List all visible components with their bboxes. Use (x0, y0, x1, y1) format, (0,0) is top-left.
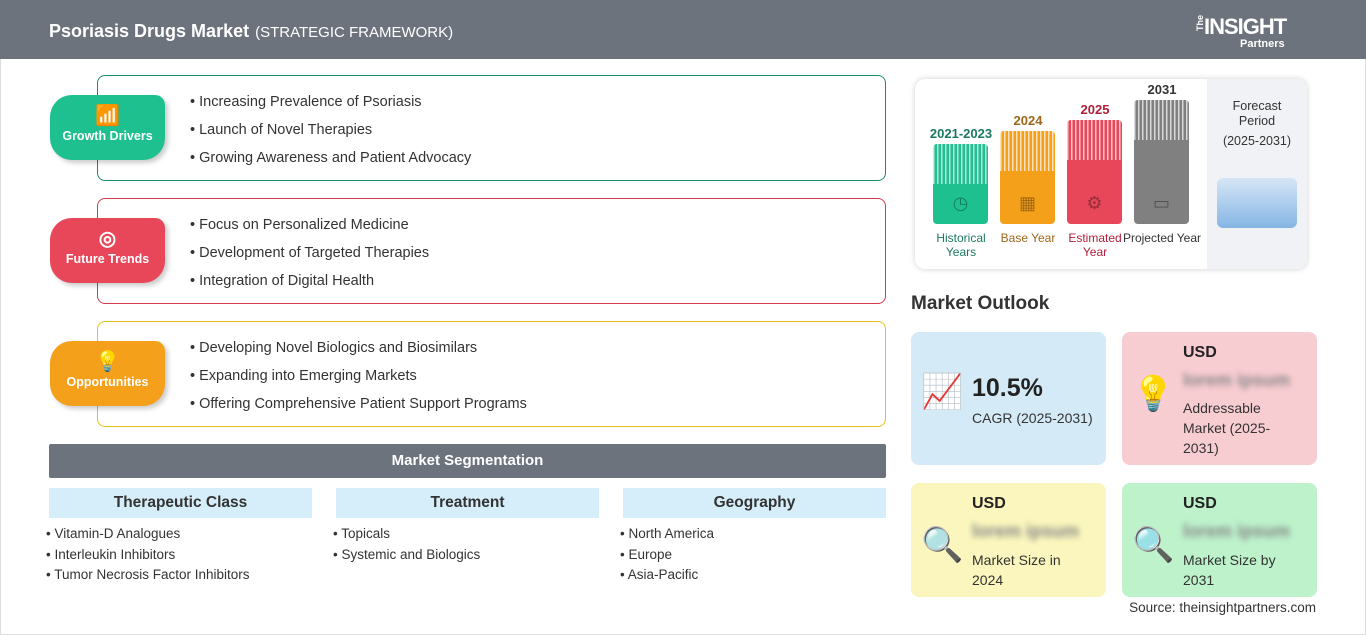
forecast-period: Forecast Period (2025-2031) (1207, 79, 1307, 269)
segment-item: Topicals (333, 526, 480, 547)
analytics-illustration-icon (1217, 178, 1297, 228)
history-clock-icon: ◷ (952, 193, 969, 213)
framework-item: Integration of Digital Health (190, 273, 429, 301)
segment-item: Interleukin Inhibitors (46, 547, 250, 568)
timeline-year: 2025 (1080, 102, 1110, 117)
segment-list: North AmericaEuropeAsia-Pacific (620, 526, 714, 588)
segment-header: Geography (623, 488, 886, 518)
timeline-year: 2021-2023 (929, 126, 993, 141)
page-subtitle: (STRATEGIC FRAMEWORK) (255, 24, 454, 41)
segment-item: Europe (620, 547, 714, 568)
segment-item: Vitamin-D Analogues (46, 526, 250, 547)
growth-chart-icon: 📶 (95, 105, 120, 127)
segmentation-title: Market Segmentation (49, 444, 886, 478)
badge-future-trends: ◎ Future Trends (50, 218, 165, 283)
timeline-bar: ▭ (1134, 100, 1189, 224)
timeline-bar: ⚙ (1067, 120, 1122, 224)
segment-item: North America (620, 526, 714, 547)
segment-list: TopicalsSystemic and Biologics (333, 526, 480, 567)
framework-box-1: Focus on Personalized MedicineDevelopmen… (97, 198, 886, 304)
magnifier-chart-icon: 🔍 (921, 526, 964, 564)
growth-chart-icon: 📈 (921, 373, 964, 411)
timeline-label: Projected Year (1122, 231, 1202, 245)
market-size-2031-card: 🔍 USD lorem ipsum Market Size by 2031 (1122, 483, 1317, 597)
addressable-market-card: 💡 USD lorem ipsum Addressable Market (20… (1122, 332, 1317, 465)
calendar-icon: ▦ (1018, 193, 1036, 213)
segment-item: Tumor Necrosis Factor Inhibitors (46, 567, 249, 588)
target-icon: ◎ (98, 228, 117, 250)
framework-item: Offering Comprehensive Patient Support P… (190, 396, 527, 424)
timeline-bar: ◷ (933, 144, 988, 224)
cagr-card: 📈 10.5% CAGR (2025-2031) (911, 332, 1106, 465)
timeline-card: Forecast Period (2025-2031) 2021-2023 ◷ … (915, 79, 1307, 269)
market-outlook-title: Market Outlook (911, 293, 1050, 314)
timeline-year: 2031 (1147, 82, 1177, 97)
framework-item: Expanding into Emerging Markets (190, 368, 527, 396)
lightbulb-dollar-icon: 💡 (1132, 375, 1175, 413)
segment-item: Systemic and Biologics (333, 547, 480, 568)
segment-list: Vitamin-D AnaloguesInterleukin Inhibitor… (46, 526, 250, 588)
timeline-year: 2024 (1013, 113, 1043, 128)
insight-partners-logo: The INSIGHT Partners (1195, 14, 1287, 50)
framework-item: Growing Awareness and Patient Advocacy (190, 150, 471, 178)
framework-box-0: Increasing Prevalence of PsoriasisLaunch… (97, 75, 886, 181)
framework-item: Increasing Prevalence of Psoriasis (190, 94, 471, 122)
page-title: Psoriasis Drugs Market (STRATEGIC FRAMEWO… (49, 21, 454, 41)
segment-header: Therapeutic Class (49, 488, 312, 518)
market-size-2024-card: 🔍 USD lorem ipsum Market Size in 2024 (911, 483, 1106, 597)
timeline-label: Base Year (1000, 231, 1056, 245)
timeline-bar: ▦ (1000, 131, 1055, 224)
framework-item: Development of Targeted Therapies (190, 245, 429, 273)
framework-item: Focus on Personalized Medicine (190, 217, 429, 245)
framework-box-2: Developing Novel Biologics and Biosimila… (97, 321, 886, 427)
magnifier-chart-icon: 🔍 (1132, 526, 1175, 564)
segment-header: Treatment (336, 488, 599, 518)
framework-item: Developing Novel Biologics and Biosimila… (190, 340, 527, 368)
timeline-label: Estimated Year (1068, 231, 1122, 259)
lightbulb-hand-icon: 💡 (95, 351, 120, 373)
presentation-icon: ▭ (1152, 193, 1170, 213)
header: Psoriasis Drugs Market (STRATEGIC FRAMEWO… (0, 0, 1366, 59)
segment-item: Asia-Pacific (620, 567, 714, 588)
source-link[interactable]: Source: theinsightpartners.com (1129, 600, 1316, 615)
settings-chart-icon: ⚙ (1086, 193, 1103, 213)
badge-growth-drivers: 📶 Growth Drivers (50, 95, 165, 160)
framework-item: Launch of Novel Therapies (190, 122, 471, 150)
badge-opportunities: 💡 Opportunities (50, 341, 165, 406)
timeline-label: Historical Years (936, 231, 986, 259)
